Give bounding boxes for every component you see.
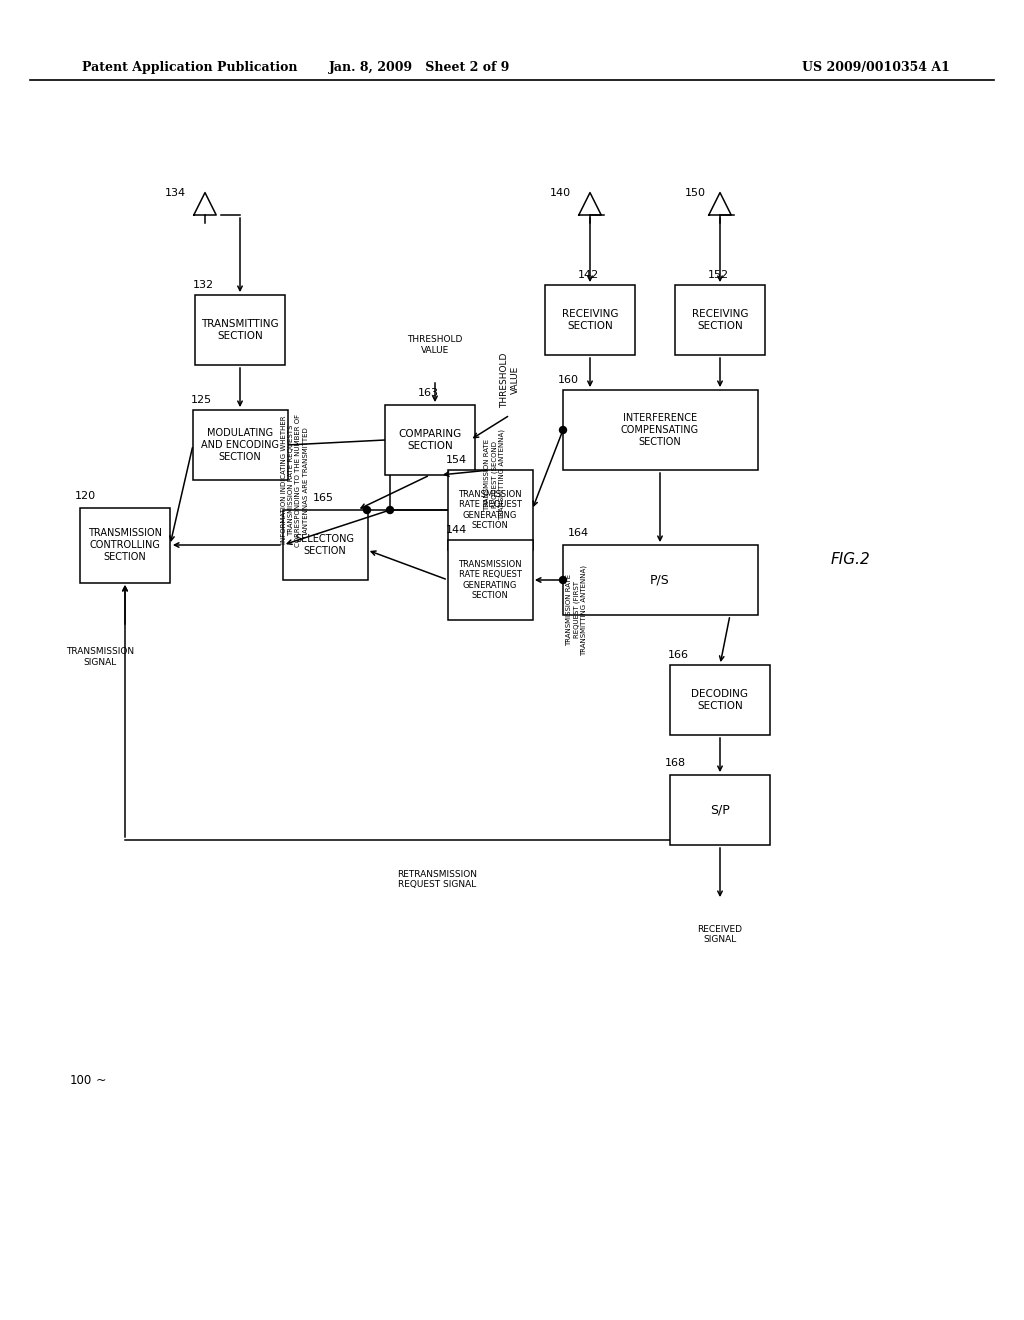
Text: TRANSMISSION RATE
REQUEST (FIRST
TRANSMITTING ANTENNA): TRANSMISSION RATE REQUEST (FIRST TRANSMI… bbox=[566, 565, 588, 656]
Text: TRANSMISSION
CONTROLLING
SECTION: TRANSMISSION CONTROLLING SECTION bbox=[88, 528, 162, 561]
Bar bbox=[385, 405, 475, 475]
Text: 150: 150 bbox=[685, 187, 706, 198]
Bar bbox=[675, 285, 765, 355]
Text: 164: 164 bbox=[568, 528, 589, 539]
Text: 144: 144 bbox=[446, 525, 467, 535]
Bar bbox=[670, 775, 770, 845]
Text: 168: 168 bbox=[665, 758, 686, 768]
Bar bbox=[193, 411, 288, 480]
Text: COMPARING
SECTION: COMPARING SECTION bbox=[398, 429, 462, 451]
Text: THRESHOLD
VALUE: THRESHOLD VALUE bbox=[408, 335, 463, 355]
Text: TRANSMISSION
SIGNAL: TRANSMISSION SIGNAL bbox=[66, 647, 134, 667]
Text: 120: 120 bbox=[75, 491, 96, 502]
Text: 152: 152 bbox=[708, 271, 729, 280]
Text: MODULATING
AND ENCODING
SECTION: MODULATING AND ENCODING SECTION bbox=[201, 429, 279, 462]
Text: TRANSMISSION
RATE REQUEST
GENERATING
SECTION: TRANSMISSION RATE REQUEST GENERATING SEC… bbox=[458, 490, 522, 531]
Text: RECEIVED
SIGNAL: RECEIVED SIGNAL bbox=[697, 925, 742, 944]
Circle shape bbox=[386, 507, 393, 513]
Bar bbox=[283, 510, 368, 579]
Text: SELECTONG
SECTION: SELECTONG SECTION bbox=[296, 535, 354, 556]
Text: TRANSMISSION RATE
REQUEST (SECOND
TRANSMITTING ANTENNA): TRANSMISSION RATE REQUEST (SECOND TRANSM… bbox=[484, 429, 506, 520]
Bar bbox=[545, 285, 635, 355]
Text: RETRANSMISSION
REQUEST SIGNAL: RETRANSMISSION REQUEST SIGNAL bbox=[397, 870, 477, 890]
Text: INFORMATION INDICATING WHETHER
TRANSMISSION RATE REQUESTS
CORRESPONDING TO THE N: INFORMATION INDICATING WHETHER TRANSMISS… bbox=[282, 413, 308, 546]
Text: 125: 125 bbox=[191, 395, 212, 405]
Text: 100: 100 bbox=[70, 1073, 92, 1086]
Bar bbox=[447, 540, 532, 620]
Text: 163: 163 bbox=[418, 388, 439, 399]
Text: FIG.2: FIG.2 bbox=[830, 553, 869, 568]
Bar bbox=[80, 507, 170, 582]
Text: INTERFERENCE
COMPENSATING
SECTION: INTERFERENCE COMPENSATING SECTION bbox=[621, 413, 699, 446]
Text: TRANSMISSION
RATE REQUEST
GENERATING
SECTION: TRANSMISSION RATE REQUEST GENERATING SEC… bbox=[458, 560, 522, 601]
Text: US 2009/0010354 A1: US 2009/0010354 A1 bbox=[802, 62, 950, 74]
Text: P/S: P/S bbox=[650, 573, 670, 586]
Text: RECEIVING
SECTION: RECEIVING SECTION bbox=[562, 309, 618, 331]
Text: DECODING
SECTION: DECODING SECTION bbox=[691, 689, 749, 710]
Text: Jan. 8, 2009   Sheet 2 of 9: Jan. 8, 2009 Sheet 2 of 9 bbox=[330, 62, 511, 74]
Bar bbox=[562, 545, 758, 615]
Text: TRANSMITTING
SECTION: TRANSMITTING SECTION bbox=[201, 319, 279, 341]
Text: 154: 154 bbox=[446, 455, 467, 465]
Bar bbox=[670, 665, 770, 735]
Bar bbox=[562, 389, 758, 470]
Text: 134: 134 bbox=[165, 187, 186, 198]
Text: Patent Application Publication: Patent Application Publication bbox=[82, 62, 298, 74]
Text: 140: 140 bbox=[550, 187, 571, 198]
Circle shape bbox=[559, 577, 566, 583]
Text: 160: 160 bbox=[558, 375, 579, 385]
Text: 132: 132 bbox=[193, 280, 214, 290]
Circle shape bbox=[559, 426, 566, 433]
Text: 166: 166 bbox=[668, 649, 689, 660]
Text: 165: 165 bbox=[313, 492, 334, 503]
Bar bbox=[195, 294, 285, 366]
Bar bbox=[447, 470, 532, 550]
Text: ~: ~ bbox=[96, 1073, 106, 1086]
Circle shape bbox=[364, 507, 371, 513]
Text: RECEIVING
SECTION: RECEIVING SECTION bbox=[692, 309, 749, 331]
Text: S/P: S/P bbox=[710, 804, 730, 817]
Text: THRESHOLD
VALUE: THRESHOLD VALUE bbox=[501, 352, 520, 408]
Text: 142: 142 bbox=[578, 271, 599, 280]
